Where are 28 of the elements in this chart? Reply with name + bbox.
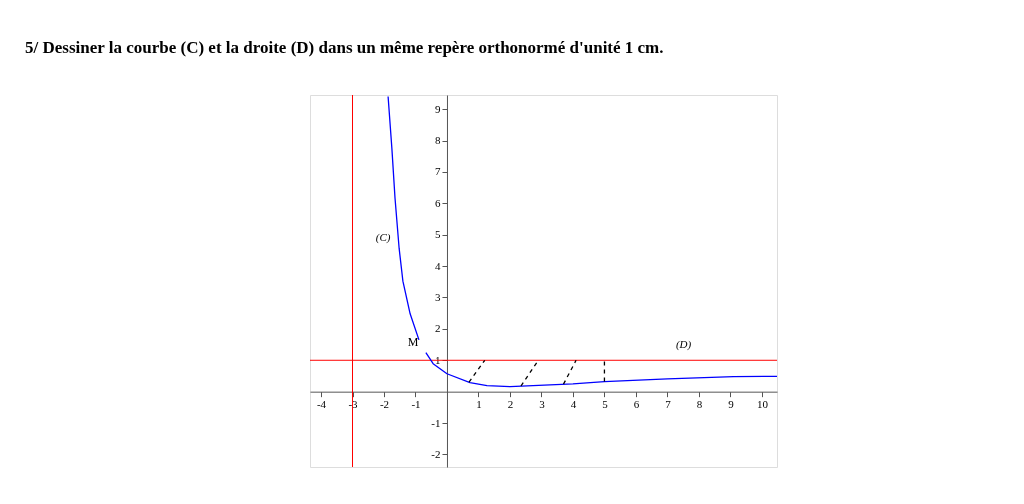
y-tick-label: -1 [431,416,441,429]
x-tick-label: 7 [665,398,672,411]
x-tick-label: -4 [316,398,327,411]
x-tick-label: 3 [539,398,546,411]
y-tick-label: -2 [431,447,441,460]
x-tick-label: 1 [476,398,482,411]
x-tick-label: 6 [633,398,640,411]
y-tick-label: 6 [434,196,441,209]
x-tick-label: 9 [728,398,735,411]
x-tick-label: 8 [696,398,703,411]
x-tick-label: -1 [411,398,421,411]
y-tick-label: 3 [434,290,441,303]
y-tick-label: 5 [434,228,441,241]
ref-line-label: (D) [675,338,692,352]
series-label: (C) [375,231,391,245]
x-tick-label: 4 [570,398,577,411]
y-tick-label: 4 [434,259,441,272]
y-tick-label: 7 [434,165,441,178]
x-tick-label: -2 [379,398,390,411]
x-tick-label: 2 [507,398,514,411]
y-tick-label: 2 [434,322,441,335]
x-tick-label: 5 [602,398,609,411]
y-tick-label: 8 [434,134,441,147]
x-tick-label: 10 [756,398,769,411]
y-tick-label: 1 [434,353,441,366]
chart-title: 5/ Dessiner la courbe (C) et la droite (D) dans un même repère orthonormé d'unité 1 cm. [25,37,664,57]
annotation: M [407,335,419,350]
y-tick-label: 9 [434,102,441,115]
